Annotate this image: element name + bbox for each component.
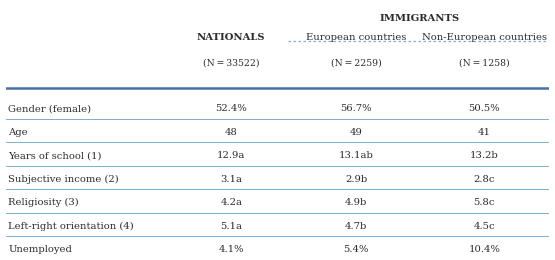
Text: 5.4%: 5.4% <box>344 245 369 254</box>
Text: (N = 1258): (N = 1258) <box>459 59 509 68</box>
Text: Age: Age <box>8 128 28 137</box>
Text: 4.5c: 4.5c <box>473 222 495 231</box>
Text: 13.2b: 13.2b <box>470 151 498 160</box>
Text: 49: 49 <box>350 128 363 137</box>
Text: 4.7b: 4.7b <box>345 222 367 231</box>
Text: 4.1%: 4.1% <box>219 245 244 254</box>
Text: European countries: European countries <box>306 33 407 42</box>
Text: Left-right orientation (4): Left-right orientation (4) <box>8 222 134 231</box>
Text: (N = 2259): (N = 2259) <box>331 59 382 68</box>
Text: 13.1ab: 13.1ab <box>339 151 374 160</box>
Text: 3.1a: 3.1a <box>220 175 243 184</box>
Text: 5.1a: 5.1a <box>220 222 243 231</box>
Text: 2.9b: 2.9b <box>345 175 367 184</box>
Text: IMMIGRANTS: IMMIGRANTS <box>380 14 460 23</box>
Text: 50.5%: 50.5% <box>468 105 500 113</box>
Text: Subjective income (2): Subjective income (2) <box>8 175 119 184</box>
Text: 56.7%: 56.7% <box>341 105 372 113</box>
Text: Unemployed: Unemployed <box>8 245 72 254</box>
Text: 4.9b: 4.9b <box>345 198 367 207</box>
Text: 10.4%: 10.4% <box>468 245 500 254</box>
Text: 41: 41 <box>478 128 491 137</box>
Text: 48: 48 <box>225 128 238 137</box>
Text: Gender (female): Gender (female) <box>8 105 92 113</box>
Text: 2.8c: 2.8c <box>473 175 495 184</box>
Text: 12.9a: 12.9a <box>217 151 245 160</box>
Text: 5.8c: 5.8c <box>473 198 495 207</box>
Text: 52.4%: 52.4% <box>215 105 247 113</box>
Text: 4.2a: 4.2a <box>220 198 243 207</box>
Text: (N = 33522): (N = 33522) <box>203 59 260 68</box>
Text: NATIONALS: NATIONALS <box>197 33 265 42</box>
Text: Non-European countries: Non-European countries <box>422 33 547 42</box>
Text: Years of school (1): Years of school (1) <box>8 151 102 160</box>
Text: Religiosity (3): Religiosity (3) <box>8 198 79 207</box>
